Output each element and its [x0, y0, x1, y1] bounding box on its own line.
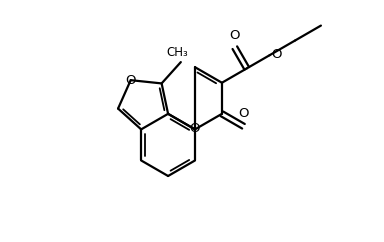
Text: O: O	[238, 107, 249, 120]
Text: O: O	[126, 74, 136, 87]
Text: CH₃: CH₃	[167, 46, 188, 59]
Text: O: O	[230, 29, 240, 42]
Text: O: O	[271, 48, 281, 61]
Text: O: O	[189, 122, 199, 135]
